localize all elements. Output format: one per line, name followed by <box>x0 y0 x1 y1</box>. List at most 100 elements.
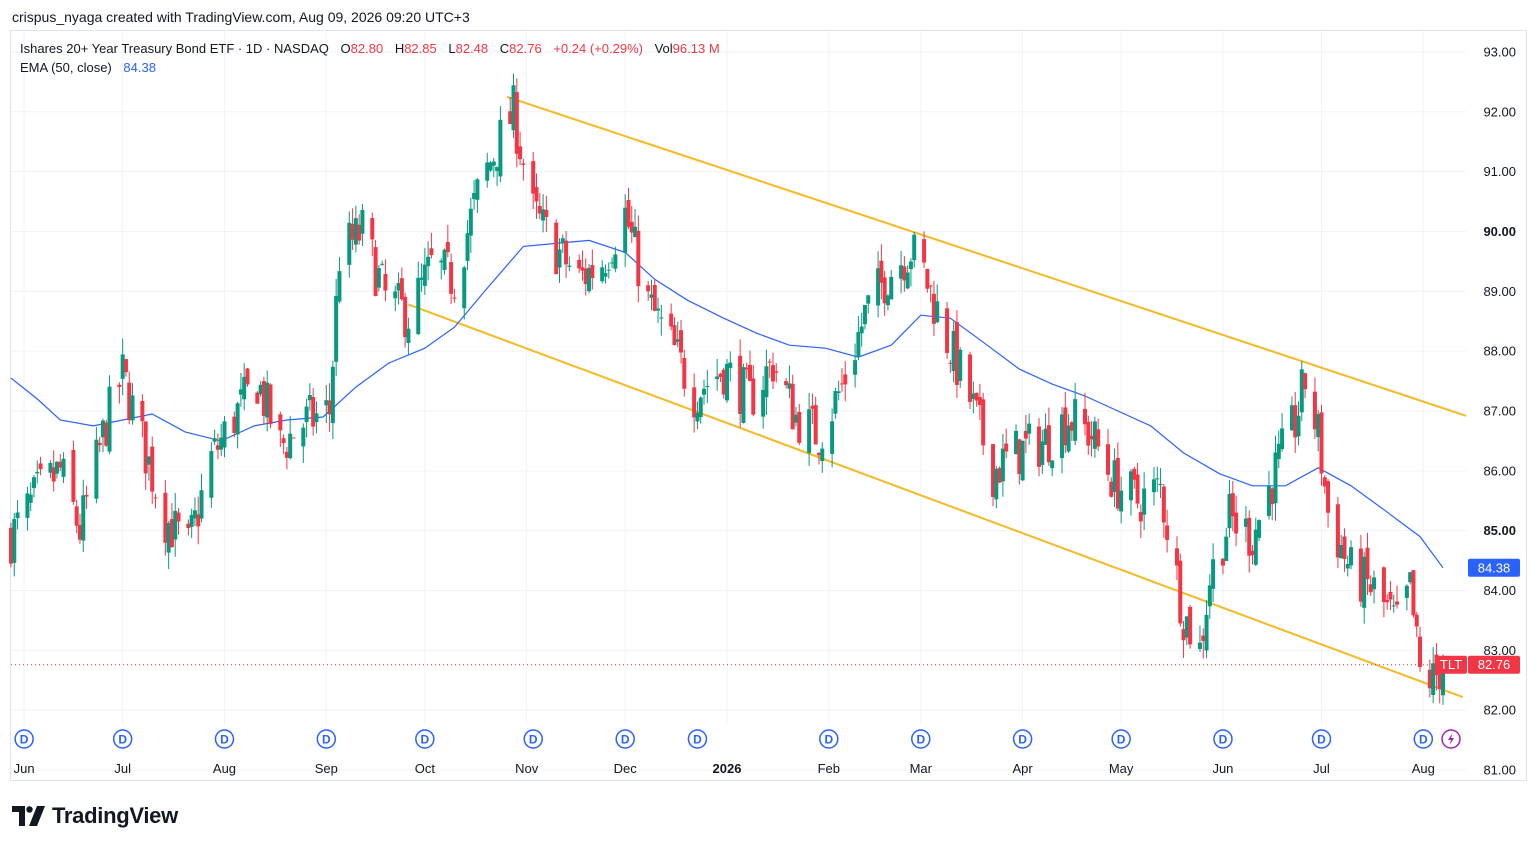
candles <box>9 73 1446 705</box>
candle-body <box>176 512 181 522</box>
candle <box>77 514 82 544</box>
dividend-marker[interactable]: D <box>523 729 543 749</box>
candle <box>396 272 401 305</box>
candle-body <box>948 362 953 364</box>
dividend-marker[interactable]: D <box>687 729 708 749</box>
high-label: H <box>394 41 405 56</box>
candle <box>166 521 171 570</box>
candle <box>738 339 743 428</box>
ema-legend-row[interactable]: EMA (50, close) 84.38 <box>20 58 720 77</box>
candle <box>1132 466 1137 489</box>
candle-body <box>636 230 641 287</box>
candle-body <box>9 527 13 564</box>
candle-body <box>1083 408 1088 425</box>
dividend-marker[interactable]: D <box>14 729 34 749</box>
candle <box>1418 626 1423 672</box>
candle <box>472 180 477 210</box>
candle <box>1381 566 1386 618</box>
y-tick-label: 87.00 <box>1483 403 1516 418</box>
candle <box>1115 442 1120 511</box>
candle-body <box>1250 550 1255 556</box>
candle <box>702 379 707 405</box>
candle <box>922 231 927 269</box>
candle-body <box>373 247 378 296</box>
candle <box>130 383 135 425</box>
symbol-legend-row[interactable]: Ishares 20+ Year Treasury Bond ETF · 1D … <box>20 39 720 58</box>
price-chart[interactable]: 93.00 92.00 91.00 90.00 89.00 88.00 87.00 86.00… <box>0 0 1536 790</box>
candle <box>1365 532 1370 595</box>
candle-body <box>652 284 657 311</box>
candle <box>889 269 894 300</box>
dividend-marker[interactable]: D <box>1413 729 1434 749</box>
candle-body <box>974 392 979 401</box>
candle <box>1349 540 1354 570</box>
candle-body <box>498 119 503 177</box>
candle <box>1345 555 1350 577</box>
candle-body <box>764 366 769 398</box>
candle <box>1207 574 1212 620</box>
dividend-marker[interactable]: D <box>415 729 435 749</box>
dividend-marker[interactable]: D <box>819 729 839 749</box>
candle-body <box>807 409 812 453</box>
dividend-marker-circle <box>1311 729 1332 749</box>
candle-body <box>626 200 631 227</box>
candle <box>1158 468 1163 499</box>
ema-price-tag <box>1468 558 1520 577</box>
candle-body <box>1050 460 1055 469</box>
candle-body <box>196 514 201 527</box>
candle-body <box>472 192 477 200</box>
last-price-tag-label: 82.76 <box>1478 657 1511 672</box>
candle <box>518 131 523 165</box>
candle <box>291 437 296 439</box>
candle <box>1253 517 1258 567</box>
candle-body <box>1069 422 1074 431</box>
ema-price-tag-label: 84.38 <box>1478 560 1511 575</box>
candle <box>810 393 815 424</box>
candle-body <box>767 361 772 363</box>
candle <box>600 260 605 284</box>
candle <box>1188 605 1193 649</box>
lightning-icon[interactable] <box>1441 729 1461 749</box>
candle <box>698 396 703 424</box>
y-tick-label: 88.00 <box>1483 344 1516 359</box>
candle <box>534 173 539 219</box>
close-value: 82.76 <box>509 41 542 56</box>
candle-body <box>311 397 316 427</box>
candle <box>353 205 358 253</box>
dividend-marker[interactable]: D <box>112 729 133 749</box>
candle-body <box>787 383 792 389</box>
candle <box>537 193 542 220</box>
candle-body <box>521 163 526 165</box>
candle-body <box>238 389 243 395</box>
candle-body <box>1128 471 1133 501</box>
candle-body <box>1349 547 1354 566</box>
low-label: L <box>448 41 456 56</box>
candle-body <box>1365 547 1370 580</box>
dividend-marker[interactable]: D <box>214 729 235 749</box>
candle <box>265 370 270 432</box>
candle-body <box>1296 415 1301 437</box>
candle <box>12 513 17 577</box>
candle-body <box>560 238 565 243</box>
dividend-marker[interactable]: D <box>911 729 931 749</box>
candle <box>153 493 158 509</box>
dividend-marker-circle <box>523 729 543 749</box>
dividend-marker[interactable]: D <box>316 729 337 749</box>
candle <box>209 442 214 508</box>
candle <box>498 106 503 183</box>
dividend-marker[interactable]: D <box>1111 729 1131 749</box>
candle <box>885 294 890 311</box>
dividend-marker[interactable]: D <box>615 729 635 749</box>
candle <box>705 369 710 404</box>
tradingview-logo[interactable]: TradingView <box>12 803 178 829</box>
candle <box>557 238 562 283</box>
candle-body <box>1395 601 1400 605</box>
dividend-marker[interactable]: D <box>1311 729 1332 749</box>
candle <box>836 380 841 401</box>
dividend-marker[interactable]: D <box>1213 729 1233 749</box>
candle <box>422 248 427 295</box>
candle <box>1280 413 1285 452</box>
dividend-marker[interactable]: D <box>1012 729 1033 749</box>
candle <box>169 503 174 548</box>
candle-body <box>541 209 546 221</box>
